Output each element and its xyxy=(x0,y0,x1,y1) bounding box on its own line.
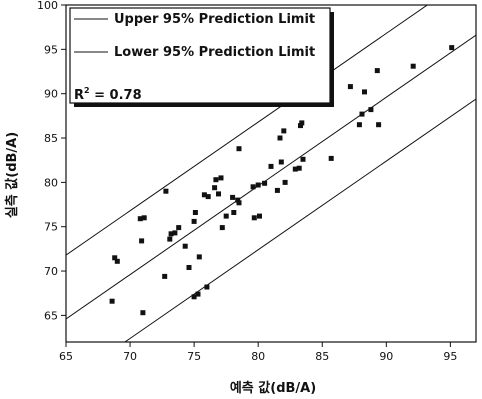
y-tick-label: 100 xyxy=(37,0,58,12)
data-point xyxy=(230,194,236,200)
legend: Upper 95% Prediction Limit Lower 95% Pre… xyxy=(69,7,334,107)
data-point xyxy=(292,166,298,172)
data-point xyxy=(204,284,210,290)
data-point xyxy=(216,191,221,197)
data-point xyxy=(205,194,211,200)
data-point xyxy=(281,128,287,134)
y-axis-title: 실측 값(dB/A) xyxy=(4,132,20,218)
y-tick-label: 70 xyxy=(44,265,58,278)
data-point xyxy=(356,122,362,128)
data-point xyxy=(196,254,202,260)
data-point xyxy=(268,163,274,169)
data-point xyxy=(163,188,169,194)
x-tick-label: 70 xyxy=(123,350,137,363)
data-point xyxy=(172,230,178,236)
x-tick-label: 95 xyxy=(443,350,457,363)
legend-box xyxy=(69,7,331,104)
regression-line xyxy=(66,34,476,320)
x-tick-label: 80 xyxy=(251,350,265,363)
r-squared-value: = 0.78 xyxy=(90,88,142,103)
data-point xyxy=(362,89,367,95)
data-point xyxy=(213,177,219,183)
data-point xyxy=(114,258,120,264)
data-point xyxy=(218,175,224,181)
axis-ticks: 65 70 75 80 85 90 95 65 70 75 80 85 90 95 100 xyxy=(37,0,457,363)
data-point xyxy=(137,216,143,222)
data-point xyxy=(112,255,118,261)
data-point xyxy=(141,215,147,221)
data-point xyxy=(109,298,115,304)
data-point xyxy=(236,200,242,206)
y-tick-label: 90 xyxy=(44,88,58,101)
regression-lines xyxy=(66,5,476,342)
r-squared-label: R2 = 0.78 xyxy=(74,86,142,103)
upper-prediction-line xyxy=(66,5,429,256)
lower-prediction-line xyxy=(124,98,476,342)
y-tick-label: 80 xyxy=(44,176,58,189)
data-point xyxy=(298,123,303,129)
data-point xyxy=(410,63,416,69)
y-tick-label: 95 xyxy=(44,43,58,56)
data-point xyxy=(296,165,302,171)
data-point xyxy=(182,243,188,249)
data-point xyxy=(278,159,284,165)
data-point xyxy=(139,238,145,244)
data-point xyxy=(376,122,382,128)
data-point xyxy=(191,218,197,224)
data-point xyxy=(368,107,374,113)
data-point xyxy=(236,146,242,152)
x-tick-label: 75 xyxy=(187,350,201,363)
data-point xyxy=(140,310,146,316)
data-point xyxy=(262,180,268,186)
data-point xyxy=(328,155,334,161)
data-point xyxy=(300,156,306,162)
data-point xyxy=(231,210,237,215)
data-point xyxy=(235,197,241,203)
data-point xyxy=(277,135,283,141)
y-tick-label: 85 xyxy=(44,132,58,145)
data-points xyxy=(109,45,455,316)
data-point xyxy=(449,45,455,51)
data-point xyxy=(255,182,261,188)
data-point xyxy=(374,68,380,74)
data-point xyxy=(274,187,280,193)
legend-label-lower: Lower 95% Prediction Limit xyxy=(114,45,315,60)
data-point xyxy=(186,265,192,270)
data-point xyxy=(192,210,198,215)
data-point xyxy=(299,120,305,126)
data-point xyxy=(251,215,257,221)
data-point xyxy=(250,184,256,190)
data-point xyxy=(223,213,229,219)
x-tick-label: 65 xyxy=(59,350,73,363)
data-point xyxy=(162,273,168,279)
x-tick-label: 85 xyxy=(315,350,329,363)
y-tick-label: 65 xyxy=(44,309,58,322)
data-point xyxy=(167,236,173,242)
r-squared-superscript: 2 xyxy=(84,86,90,95)
y-tick-label: 75 xyxy=(44,221,58,234)
data-point xyxy=(257,213,262,219)
data-point xyxy=(219,225,225,231)
data-point xyxy=(191,294,197,300)
x-tick-label: 90 xyxy=(379,350,393,363)
data-point xyxy=(282,179,288,185)
data-point xyxy=(168,231,174,237)
data-point xyxy=(176,225,182,231)
data-point xyxy=(201,192,207,198)
x-axis-title: 예측 값(dB/A) xyxy=(230,380,316,396)
data-point xyxy=(359,111,365,117)
legend-label-upper: Upper 95% Prediction Limit xyxy=(114,12,315,27)
r-squared-r: R xyxy=(74,88,84,103)
data-point xyxy=(195,291,201,297)
data-point xyxy=(212,185,218,191)
data-point xyxy=(347,84,353,90)
